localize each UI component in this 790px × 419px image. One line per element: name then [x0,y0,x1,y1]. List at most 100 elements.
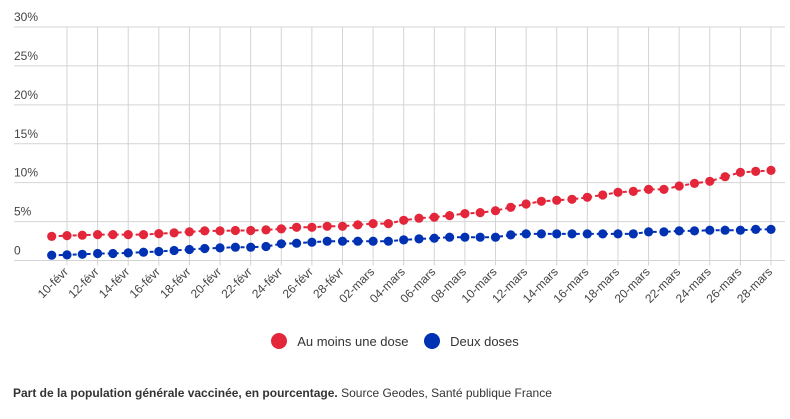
data-point[interactable] [47,231,57,241]
data-point[interactable] [261,241,271,252]
data-point[interactable] [445,232,455,242]
data-point[interactable] [123,230,133,240]
data-point[interactable] [506,202,516,212]
data-point[interactable] [705,225,715,235]
data-point[interactable] [307,237,317,247]
data-point[interactable] [62,231,72,241]
data-point[interactable] [598,190,608,200]
data-point[interactable] [261,225,271,235]
data-point[interactable] [552,229,562,239]
data-point[interactable] [322,221,332,231]
data-point[interactable] [521,199,531,209]
data-point[interactable] [230,242,240,252]
data-point[interactable] [276,224,286,234]
data-point[interactable] [353,220,363,230]
data-point[interactable] [429,233,439,243]
data-point[interactable] [644,227,654,237]
data-point[interactable] [490,206,501,216]
y-tick-label: 15% [14,127,38,141]
data-point[interactable] [184,227,194,237]
data-point[interactable] [169,245,179,256]
data-point[interactable] [490,232,501,242]
data-point[interactable] [536,196,547,206]
data-point[interactable] [93,248,103,259]
data-point[interactable] [62,250,72,260]
data-point[interactable] [337,221,348,231]
data-point[interactable] [276,239,286,249]
legend-item-two-doses[interactable]: Deux doses [424,333,519,349]
data-point[interactable] [521,229,531,239]
data-point[interactable] [644,184,654,194]
data-point[interactable] [674,226,684,236]
data-point[interactable] [368,236,378,246]
data-point[interactable] [735,225,746,235]
data-point[interactable] [536,229,547,239]
data-point[interactable] [368,219,378,229]
data-point[interactable] [628,186,638,196]
data-point[interactable] [628,229,638,239]
data-point[interactable] [414,234,424,244]
data-point[interactable] [215,243,225,253]
data-point[interactable] [475,232,485,242]
data-point[interactable] [751,166,761,176]
data-point[interactable] [460,232,470,242]
data-point[interactable] [307,222,317,232]
data-point[interactable] [689,178,700,188]
data-point[interactable] [292,238,302,248]
data-point[interactable] [567,229,577,239]
data-point[interactable] [383,236,393,246]
data-point[interactable] [460,209,470,219]
data-point[interactable] [659,184,669,194]
data-point[interactable] [705,176,715,186]
data-point[interactable] [445,211,455,221]
data-point[interactable] [77,249,87,259]
data-point[interactable] [766,224,776,234]
data-point[interactable] [567,194,577,204]
x-tick-label: 26-févr [280,265,316,301]
data-point[interactable] [475,208,485,218]
legend-item-first-dose[interactable]: Au moins une dose [271,333,409,349]
data-point[interactable] [77,230,87,240]
data-point[interactable] [506,230,516,240]
data-point[interactable] [766,165,776,175]
data-point[interactable] [322,236,332,246]
data-point[interactable] [353,236,363,246]
data-point[interactable] [399,235,409,245]
data-point[interactable] [47,250,57,260]
data-point[interactable] [751,224,761,234]
data-point[interactable] [720,225,730,235]
data-point[interactable] [230,225,240,236]
data-point[interactable] [169,228,179,238]
data-point[interactable] [337,236,348,246]
data-point[interactable] [246,242,256,252]
data-point[interactable] [154,246,164,257]
data-point[interactable] [200,243,210,254]
data-point[interactable] [598,229,608,239]
data-point[interactable] [383,219,393,229]
data-point[interactable] [399,215,409,225]
data-point[interactable] [138,230,149,240]
data-point[interactable] [720,172,730,182]
data-point[interactable] [613,229,623,239]
data-point[interactable] [659,227,669,237]
data-point[interactable] [689,226,700,236]
data-point[interactable] [108,248,118,259]
data-point[interactable] [674,181,684,191]
data-point[interactable] [154,229,164,239]
data-point[interactable] [613,187,623,197]
data-point[interactable] [246,225,256,236]
data-point[interactable] [582,229,592,239]
data-point[interactable] [552,195,562,205]
data-point[interactable] [735,167,746,177]
data-point[interactable] [93,230,103,240]
data-point[interactable] [123,248,133,258]
data-point[interactable] [200,226,210,236]
data-point[interactable] [108,230,118,240]
data-point[interactable] [429,212,439,222]
data-point[interactable] [215,226,225,236]
data-point[interactable] [138,247,149,257]
data-point[interactable] [582,192,592,202]
data-point[interactable] [414,213,424,223]
data-point[interactable] [292,222,302,232]
data-point[interactable] [184,244,194,255]
